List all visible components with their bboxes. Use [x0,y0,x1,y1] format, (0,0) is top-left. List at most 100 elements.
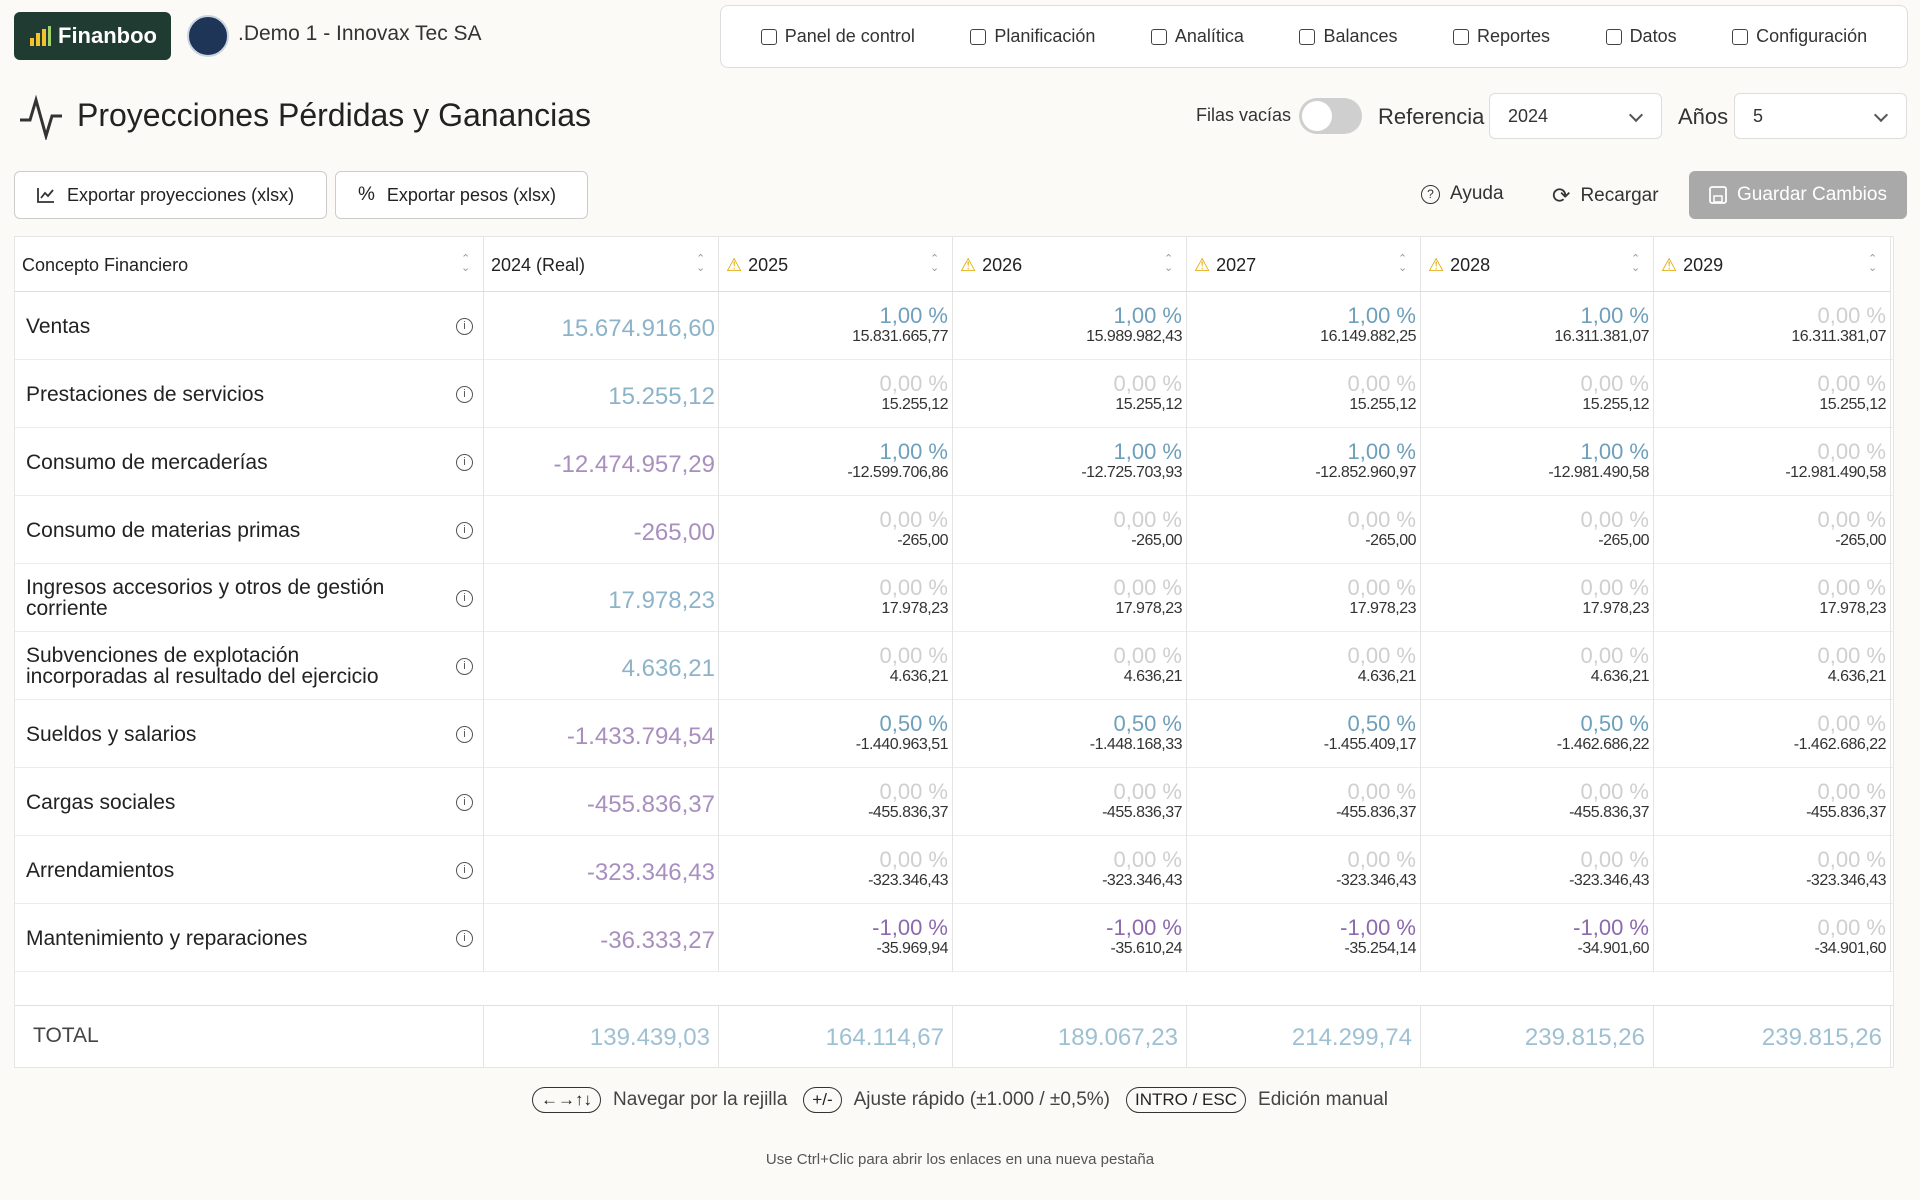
projection-cell[interactable]: 0,00 % -265,00 [1421,496,1654,564]
projection-cell[interactable]: 0,00 % -1.462.686,22 [1654,700,1891,768]
projection-cell[interactable]: 0,50 % -1.462.686,22 [1421,700,1654,768]
column-header[interactable]: ⚠ 2027 ⌃ ⌄ [1187,237,1421,292]
projection-cell[interactable]: -1,00 % -35.969,94 [719,904,953,972]
projection-cell[interactable]: 0,00 % 4.636,21 [1187,632,1421,700]
projection-cell[interactable]: 0,00 % 15.255,12 [1187,360,1421,428]
nav-item[interactable]: Panel de control [760,26,915,47]
concept-label: Arrendamientos [26,858,175,882]
nav-item[interactable]: Planificación [970,26,1095,47]
growth-percent: 0,00 % [1817,915,1887,940]
info-icon[interactable]: i [456,930,473,947]
nav-icon [1605,28,1622,45]
projection-cell[interactable]: 1,00 % 15.989.982,43 [953,292,1187,360]
projection-cell[interactable]: 0,00 % 15.255,12 [1421,360,1654,428]
warning-icon: ⚠ [1194,255,1211,275]
table-row: Mantenimiento y reparaciones i -36.333,27-… [15,904,1893,972]
company-logo[interactable] [187,15,229,57]
projection-cell[interactable]: -1,00 % -35.254,14 [1187,904,1421,972]
projection-cell[interactable]: 1,00 % -12.852.960,97 [1187,428,1421,496]
projected-amount: 17.978,23 [1582,600,1649,617]
projected-amount: -1.455.409,17 [1323,736,1417,753]
export-projections-button[interactable]: Exportar proyecciones (xlsx) [14,171,327,219]
projection-cell[interactable]: 0,00 % -455.836,37 [1654,768,1891,836]
nav-item[interactable]: Reportes [1453,26,1550,47]
projection-cell[interactable]: 0,00 % -455.836,37 [953,768,1187,836]
projection-cell[interactable]: 1,00 % 16.311.381,07 [1421,292,1654,360]
concept-cell: Ventas i [15,292,484,360]
info-icon[interactable]: i [456,522,473,539]
projection-cell[interactable]: 0,00 % 4.636,21 [1654,632,1891,700]
brand-logo[interactable]: Finanboo [14,12,171,60]
projection-cell[interactable]: 0,00 % 4.636,21 [953,632,1187,700]
projection-cell[interactable]: 0,00 % -323.346,43 [1187,836,1421,904]
projection-cell[interactable]: 0,00 % -12.981.490,58 [1654,428,1891,496]
projection-cell[interactable]: 0,00 % 17.978,23 [719,564,953,632]
projection-cell[interactable]: 1,00 % 15.831.665,77 [719,292,953,360]
projection-cell[interactable]: 0,00 % -455.836,37 [1187,768,1421,836]
info-icon[interactable]: i [456,862,473,879]
projection-cell[interactable]: 0,00 % 15.255,12 [953,360,1187,428]
column-header[interactable]: ⚠ 2026 ⌃ ⌄ [953,237,1187,292]
projection-cell[interactable]: 0,00 % -265,00 [953,496,1187,564]
projection-cell[interactable]: 0,00 % 4.636,21 [1421,632,1654,700]
column-header[interactable]: 2024 (Real) ⌃ ⌄ [484,237,719,292]
info-icon[interactable]: i [456,454,473,471]
projection-cell[interactable]: 0,00 % 17.978,23 [1421,564,1654,632]
projection-cell[interactable]: 0,00 % -265,00 [719,496,953,564]
help-button[interactable]: ? Ayuda [1421,183,1504,205]
projection-cell[interactable]: 1,00 % -12.981.490,58 [1421,428,1654,496]
projection-cell[interactable]: 0,00 % -265,00 [1187,496,1421,564]
reference-select[interactable]: 2024 [1489,93,1662,139]
projection-cell[interactable]: 0,00 % 17.978,23 [953,564,1187,632]
projection-cell[interactable]: 0,00 % 15.255,12 [719,360,953,428]
column-header[interactable]: ⚠ 2025 ⌃ ⌄ [719,237,953,292]
projection-cell[interactable]: 0,00 % 16.311.381,07 [1654,292,1891,360]
button-label: Ayuda [1450,183,1504,204]
projection-cell[interactable]: 0,50 % -1.448.168,33 [953,700,1187,768]
nav-item[interactable]: Datos [1605,26,1677,47]
projection-cell[interactable]: 0,00 % -34.901,60 [1654,904,1891,972]
info-icon[interactable]: i [456,318,473,335]
column-header[interactable]: ⚠ 2028 ⌃ ⌄ [1421,237,1654,292]
nav-item[interactable]: Analítica [1150,26,1244,47]
projection-cell[interactable]: 0,00 % -323.346,43 [953,836,1187,904]
info-icon[interactable]: i [456,658,473,675]
projected-amount: -323.346,43 [1336,872,1416,889]
nav-item[interactable]: Balances [1299,26,1398,47]
column-header[interactable]: ⚠ 2029 ⌃ ⌄ [1654,237,1891,292]
projection-cell[interactable]: 1,00 % -12.599.706,86 [719,428,953,496]
projection-cell[interactable]: 0,50 % -1.455.409,17 [1187,700,1421,768]
empty-rows-toggle[interactable] [1299,98,1362,134]
years-select[interactable]: 5 [1734,93,1907,139]
concept-cell: Ingresos accesorios y otros de gestión c… [15,564,484,632]
save-button[interactable]: Guardar Cambios [1689,171,1907,219]
projection-cell[interactable]: 0,00 % -265,00 [1654,496,1891,564]
projection-cell[interactable]: 0,00 % -455.836,37 [719,768,953,836]
projection-cell[interactable]: -1,00 % -35.610,24 [953,904,1187,972]
projection-cell[interactable]: 0,00 % -323.346,43 [1421,836,1654,904]
projection-cell[interactable]: 0,00 % 4.636,21 [719,632,953,700]
projection-cell[interactable]: 0,00 % -455.836,37 [1421,768,1654,836]
projected-amount: 4.636,21 [1357,668,1417,685]
info-icon[interactable]: i [456,386,473,403]
projection-cell[interactable]: 0,00 % 15.255,12 [1654,360,1891,428]
projection-cell[interactable]: 0,00 % -323.346,43 [1654,836,1891,904]
concept-label: Prestaciones de servicios [26,382,265,406]
projection-cell[interactable]: 0,00 % 17.978,23 [1187,564,1421,632]
projection-cell[interactable]: 0,00 % 17.978,23 [1654,564,1891,632]
info-icon[interactable]: i [456,794,473,811]
concept-cell: Arrendamientos i [15,836,484,904]
projection-cell[interactable]: 1,00 % 16.149.882,25 [1187,292,1421,360]
nav-item[interactable]: Configuración [1732,26,1867,47]
info-icon[interactable]: i [456,590,473,607]
projection-cell[interactable]: -1,00 % -34.901,60 [1421,904,1654,972]
export-weights-button[interactable]: % Exportar pesos (xlsx) [335,171,588,219]
projection-cell[interactable]: 0,50 % -1.440.963,51 [719,700,953,768]
column-header[interactable]: Concepto Financiero ⌃ ⌄ [15,237,484,292]
projected-amount: -265,00 [1365,532,1416,549]
info-icon[interactable]: i [456,726,473,743]
projection-cell[interactable]: 1,00 % -12.725.703,93 [953,428,1187,496]
reload-button[interactable]: ⟳ Recargar [1552,183,1659,209]
projection-cell[interactable]: 0,00 % -323.346,43 [719,836,953,904]
company-name[interactable]: .Demo 1 - Innovax Tec SA [238,22,482,45]
